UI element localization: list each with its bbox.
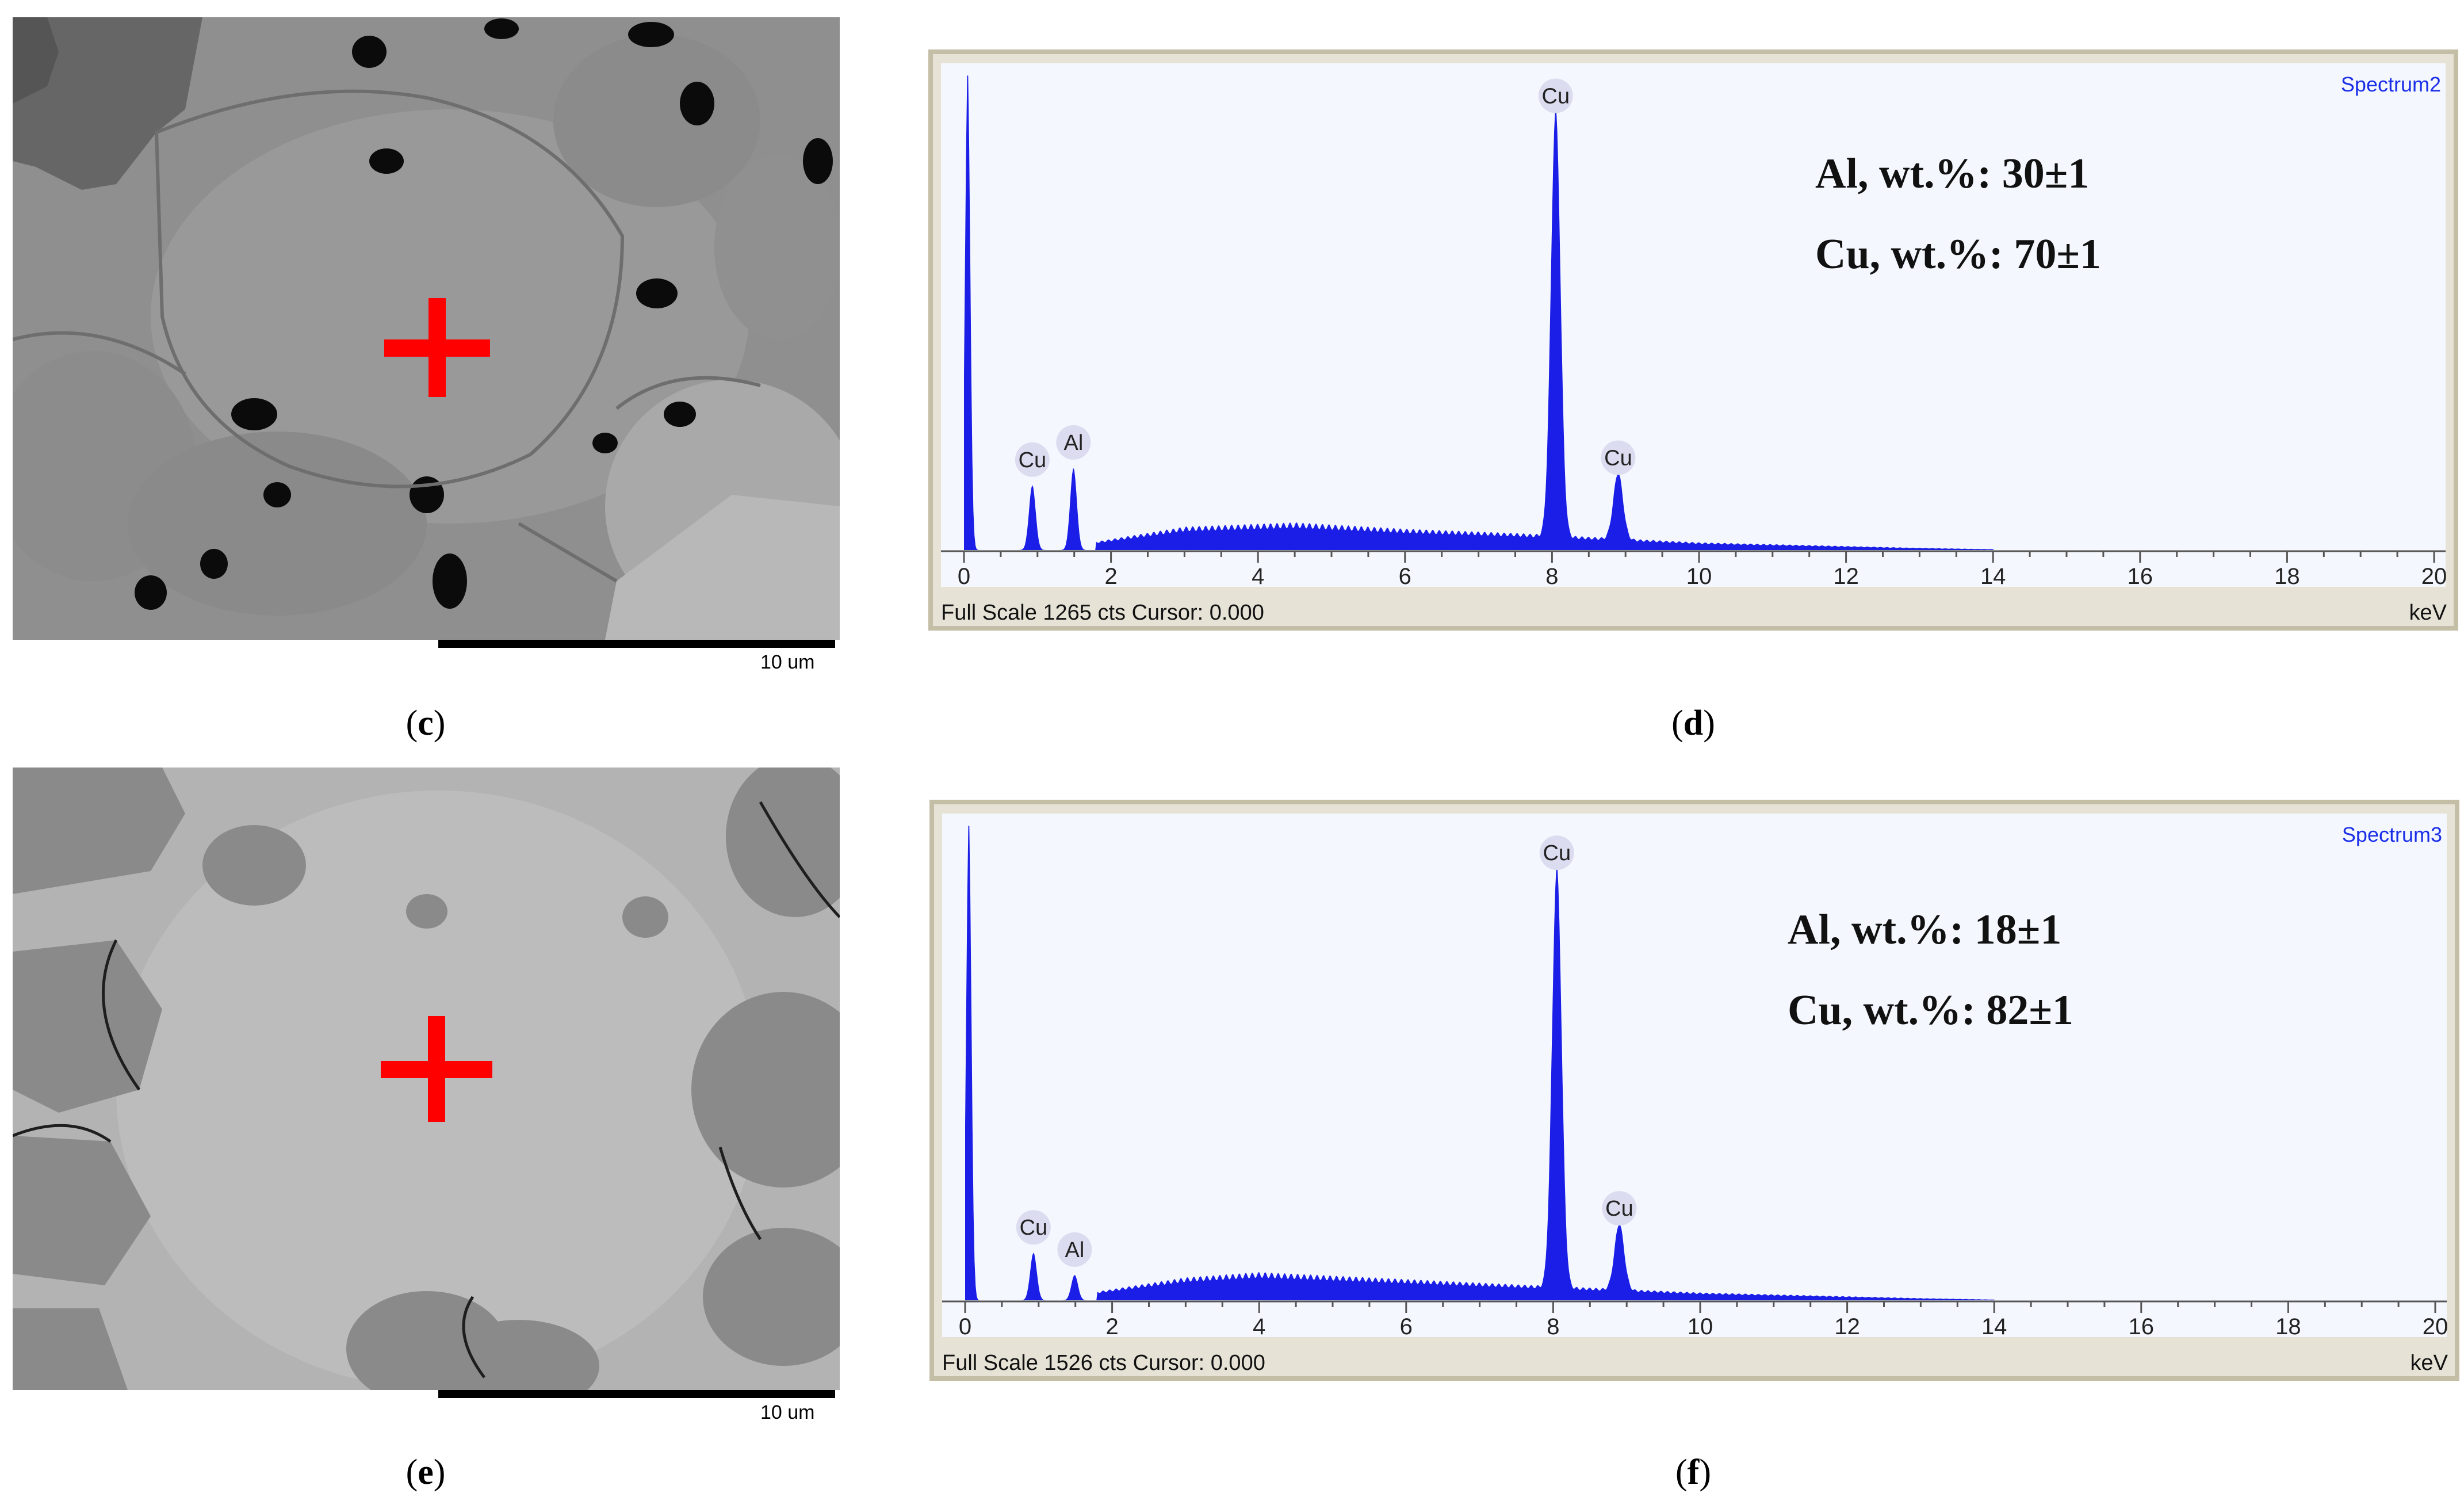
peak-label: Cu — [1539, 835, 1574, 870]
svg-text:Cu: Cu — [1019, 448, 1047, 472]
peak-label: Al — [1056, 425, 1091, 460]
spectrum-name: Spectrum3 — [2341, 823, 2442, 846]
x-tick-label: 16 — [2128, 1314, 2155, 1339]
x-tick-label: 8 — [1547, 1314, 1560, 1339]
svg-text:Cu: Cu — [1605, 1197, 1633, 1221]
al-composition: Al, wt.%: 18±1 — [1788, 906, 2062, 953]
x-tick-label: 10 — [1686, 564, 1712, 589]
x-tick-label: 12 — [1834, 1314, 1860, 1339]
x-tick-label: 8 — [1545, 564, 1559, 589]
x-tick-label: 12 — [1833, 564, 1859, 589]
x-tick-label: 14 — [1980, 564, 2006, 589]
x-tick-label: 14 — [1981, 1314, 2007, 1339]
peak-label: Cu — [1601, 440, 1636, 475]
spectrum-footer: Full Scale 1526 cts Cursor: 0.000 — [942, 1351, 1265, 1375]
x-axis-unit: keV — [2409, 601, 2447, 625]
eds-spectrum-f: Cu Al Cu Cu Spectrum3 Al, wt.%: 18±1 Cu, wt… — [929, 800, 2459, 1381]
caption-f: (f) — [1675, 1453, 1711, 1492]
peak-label: Cu — [1016, 1210, 1051, 1245]
svg-text:Cu: Cu — [1542, 85, 1570, 109]
svg-text:Al: Al — [1064, 431, 1084, 455]
svg-text:Cu: Cu — [1543, 841, 1571, 865]
spectrum-series — [965, 826, 2435, 1300]
x-tick-label: 0 — [957, 564, 971, 589]
spectrum-plot-area: Cu Al Cu Cu Spectrum2 Al, wt.%: 30±1 Cu, wt… — [941, 63, 2446, 587]
spectrum-footer: Full Scale 1265 cts Cursor: 0.000 — [941, 601, 1264, 625]
peak-label: Cu — [1538, 78, 1573, 113]
scalebar — [438, 640, 835, 648]
spectrum-name: Spectrum2 — [2340, 72, 2441, 96]
peak-label: Al — [1057, 1232, 1092, 1267]
x-tick-label: 4 — [1253, 1314, 1266, 1339]
svg-text:Cu: Cu — [1604, 446, 1632, 471]
scalebar — [438, 1390, 835, 1398]
x-axis-unit: keV — [2410, 1351, 2448, 1375]
x-tick-label: 0 — [958, 1314, 972, 1339]
svg-text:Al: Al — [1065, 1238, 1085, 1262]
x-tick-label: 16 — [2127, 564, 2153, 589]
peak-label: Cu — [1015, 442, 1050, 477]
cu-composition: Cu, wt.%: 82±1 — [1788, 987, 2073, 1034]
x-tick-label: 2 — [1104, 564, 1118, 589]
scalebar-label: 10 um — [760, 1402, 815, 1423]
al-composition: Al, wt.%: 30±1 — [1815, 150, 2090, 197]
x-tick-label: 6 — [1398, 564, 1411, 589]
x-tick-label: 2 — [1105, 1314, 1119, 1339]
spectrum-plot-area: Cu Al Cu Cu Spectrum3 Al, wt.%: 18±1 Cu, wt… — [942, 814, 2447, 1337]
caption-d: (d) — [1671, 704, 1715, 743]
sem-micrograph-e — [13, 768, 840, 1390]
sem-micrograph-c — [13, 17, 840, 640]
x-tick-label: 18 — [2274, 564, 2300, 589]
caption-e: (e) — [405, 1453, 446, 1492]
cu-composition: Cu, wt.%: 70±1 — [1815, 231, 2101, 278]
x-tick-label: 4 — [1252, 564, 1265, 589]
sem-image-c — [13, 17, 840, 640]
spectrum-chart: Cu Al Cu Cu — [941, 75, 2446, 563]
scalebar-label: 10 um — [760, 651, 815, 673]
eds-spectrum-d: Cu Al Cu Cu Spectrum2 Al, wt.%: 30±1 Cu, wt… — [928, 49, 2458, 631]
x-tick-label: 20 — [2421, 564, 2447, 589]
sem-image-e — [13, 768, 840, 1390]
measurement-point-marker — [381, 1016, 492, 1122]
spectrum-chart: Cu Al Cu Cu — [942, 826, 2447, 1313]
scalebar-area-c: 10 um — [13, 640, 840, 694]
scalebar-area-e: 10 um — [13, 1390, 840, 1445]
measurement-point-marker — [384, 298, 490, 397]
x-tick-label: 6 — [1399, 1314, 1413, 1339]
x-tick-label: 18 — [2275, 1314, 2301, 1339]
peak-label: Cu — [1602, 1191, 1637, 1226]
spectrum-series — [964, 75, 2434, 550]
x-tick-label: 20 — [2422, 1314, 2448, 1339]
x-tick-label: 10 — [1687, 1314, 1713, 1339]
svg-text:Cu: Cu — [1020, 1216, 1048, 1240]
caption-c: (c) — [405, 704, 446, 743]
